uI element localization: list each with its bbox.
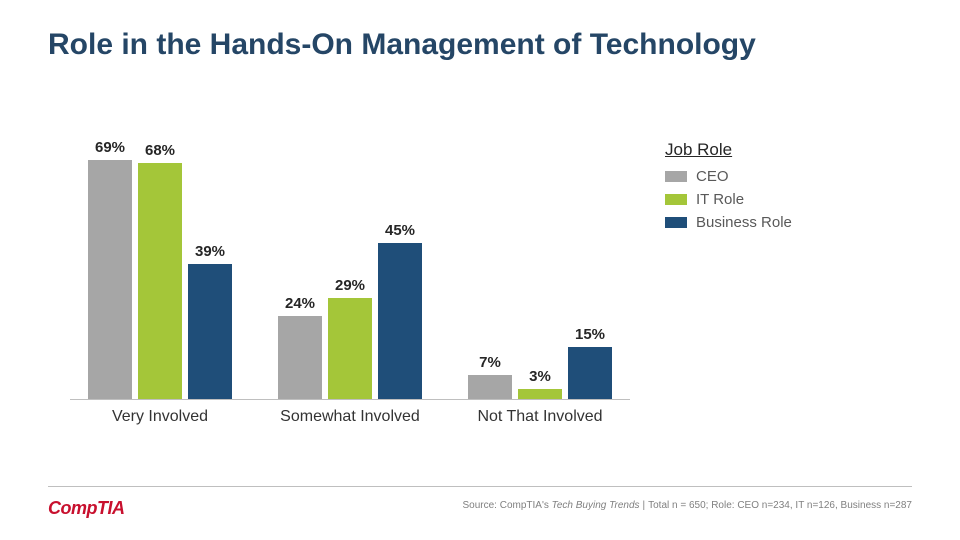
plot-area: 69%68%39%24%29%45%7%3%15%: [70, 140, 630, 400]
source-italic: Tech Buying Trends: [552, 500, 640, 511]
legend-item: Business Role: [665, 214, 915, 231]
comptia-logo: CompTIA: [48, 498, 125, 519]
legend-swatch: [665, 171, 687, 182]
bar: [138, 163, 182, 399]
bar: [468, 375, 512, 399]
bar: [518, 389, 562, 399]
bar-value-label: 68%: [130, 142, 190, 159]
source-text: Source: CompTIA's Tech Buying Trends|Tot…: [463, 500, 913, 511]
bar-value-label: 29%: [320, 277, 380, 294]
bar-value-label: 15%: [560, 326, 620, 343]
bar: [278, 316, 322, 399]
bar-value-label: 39%: [180, 243, 240, 260]
bar-value-label: 24%: [270, 295, 330, 312]
bar: [328, 298, 372, 399]
legend: Job Role CEO IT Role Business Role: [665, 140, 915, 237]
slide: Role in the Hands-On Management of Techn…: [0, 0, 960, 540]
legend-label: IT Role: [696, 191, 744, 208]
legend-label: CEO: [696, 168, 729, 185]
bar: [188, 264, 232, 399]
category-label: Not That Involved: [450, 408, 630, 426]
footer-divider: [48, 486, 912, 487]
legend-swatch: [665, 217, 687, 228]
legend-label: Business Role: [696, 214, 792, 231]
legend-title: Job Role: [665, 140, 915, 160]
category-label: Very Involved: [70, 408, 250, 426]
legend-item: CEO: [665, 168, 915, 185]
source-mid: Total n = 650; Role: CEO n=234, IT n=126…: [648, 500, 912, 511]
legend-swatch: [665, 194, 687, 205]
category-label: Somewhat Involved: [260, 408, 440, 426]
bar-value-label: 45%: [370, 222, 430, 239]
legend-item: IT Role: [665, 191, 915, 208]
bar-chart: 69%68%39%24%29%45%7%3%15% Very InvolvedS…: [70, 140, 630, 440]
source-sep: |: [643, 500, 646, 511]
chart-title: Role in the Hands-On Management of Techn…: [48, 28, 756, 62]
bar: [88, 160, 132, 399]
bar: [378, 243, 422, 399]
source-prefix: Source: CompTIA's: [463, 500, 552, 511]
bar-value-label: 3%: [510, 368, 570, 385]
bar: [568, 347, 612, 399]
